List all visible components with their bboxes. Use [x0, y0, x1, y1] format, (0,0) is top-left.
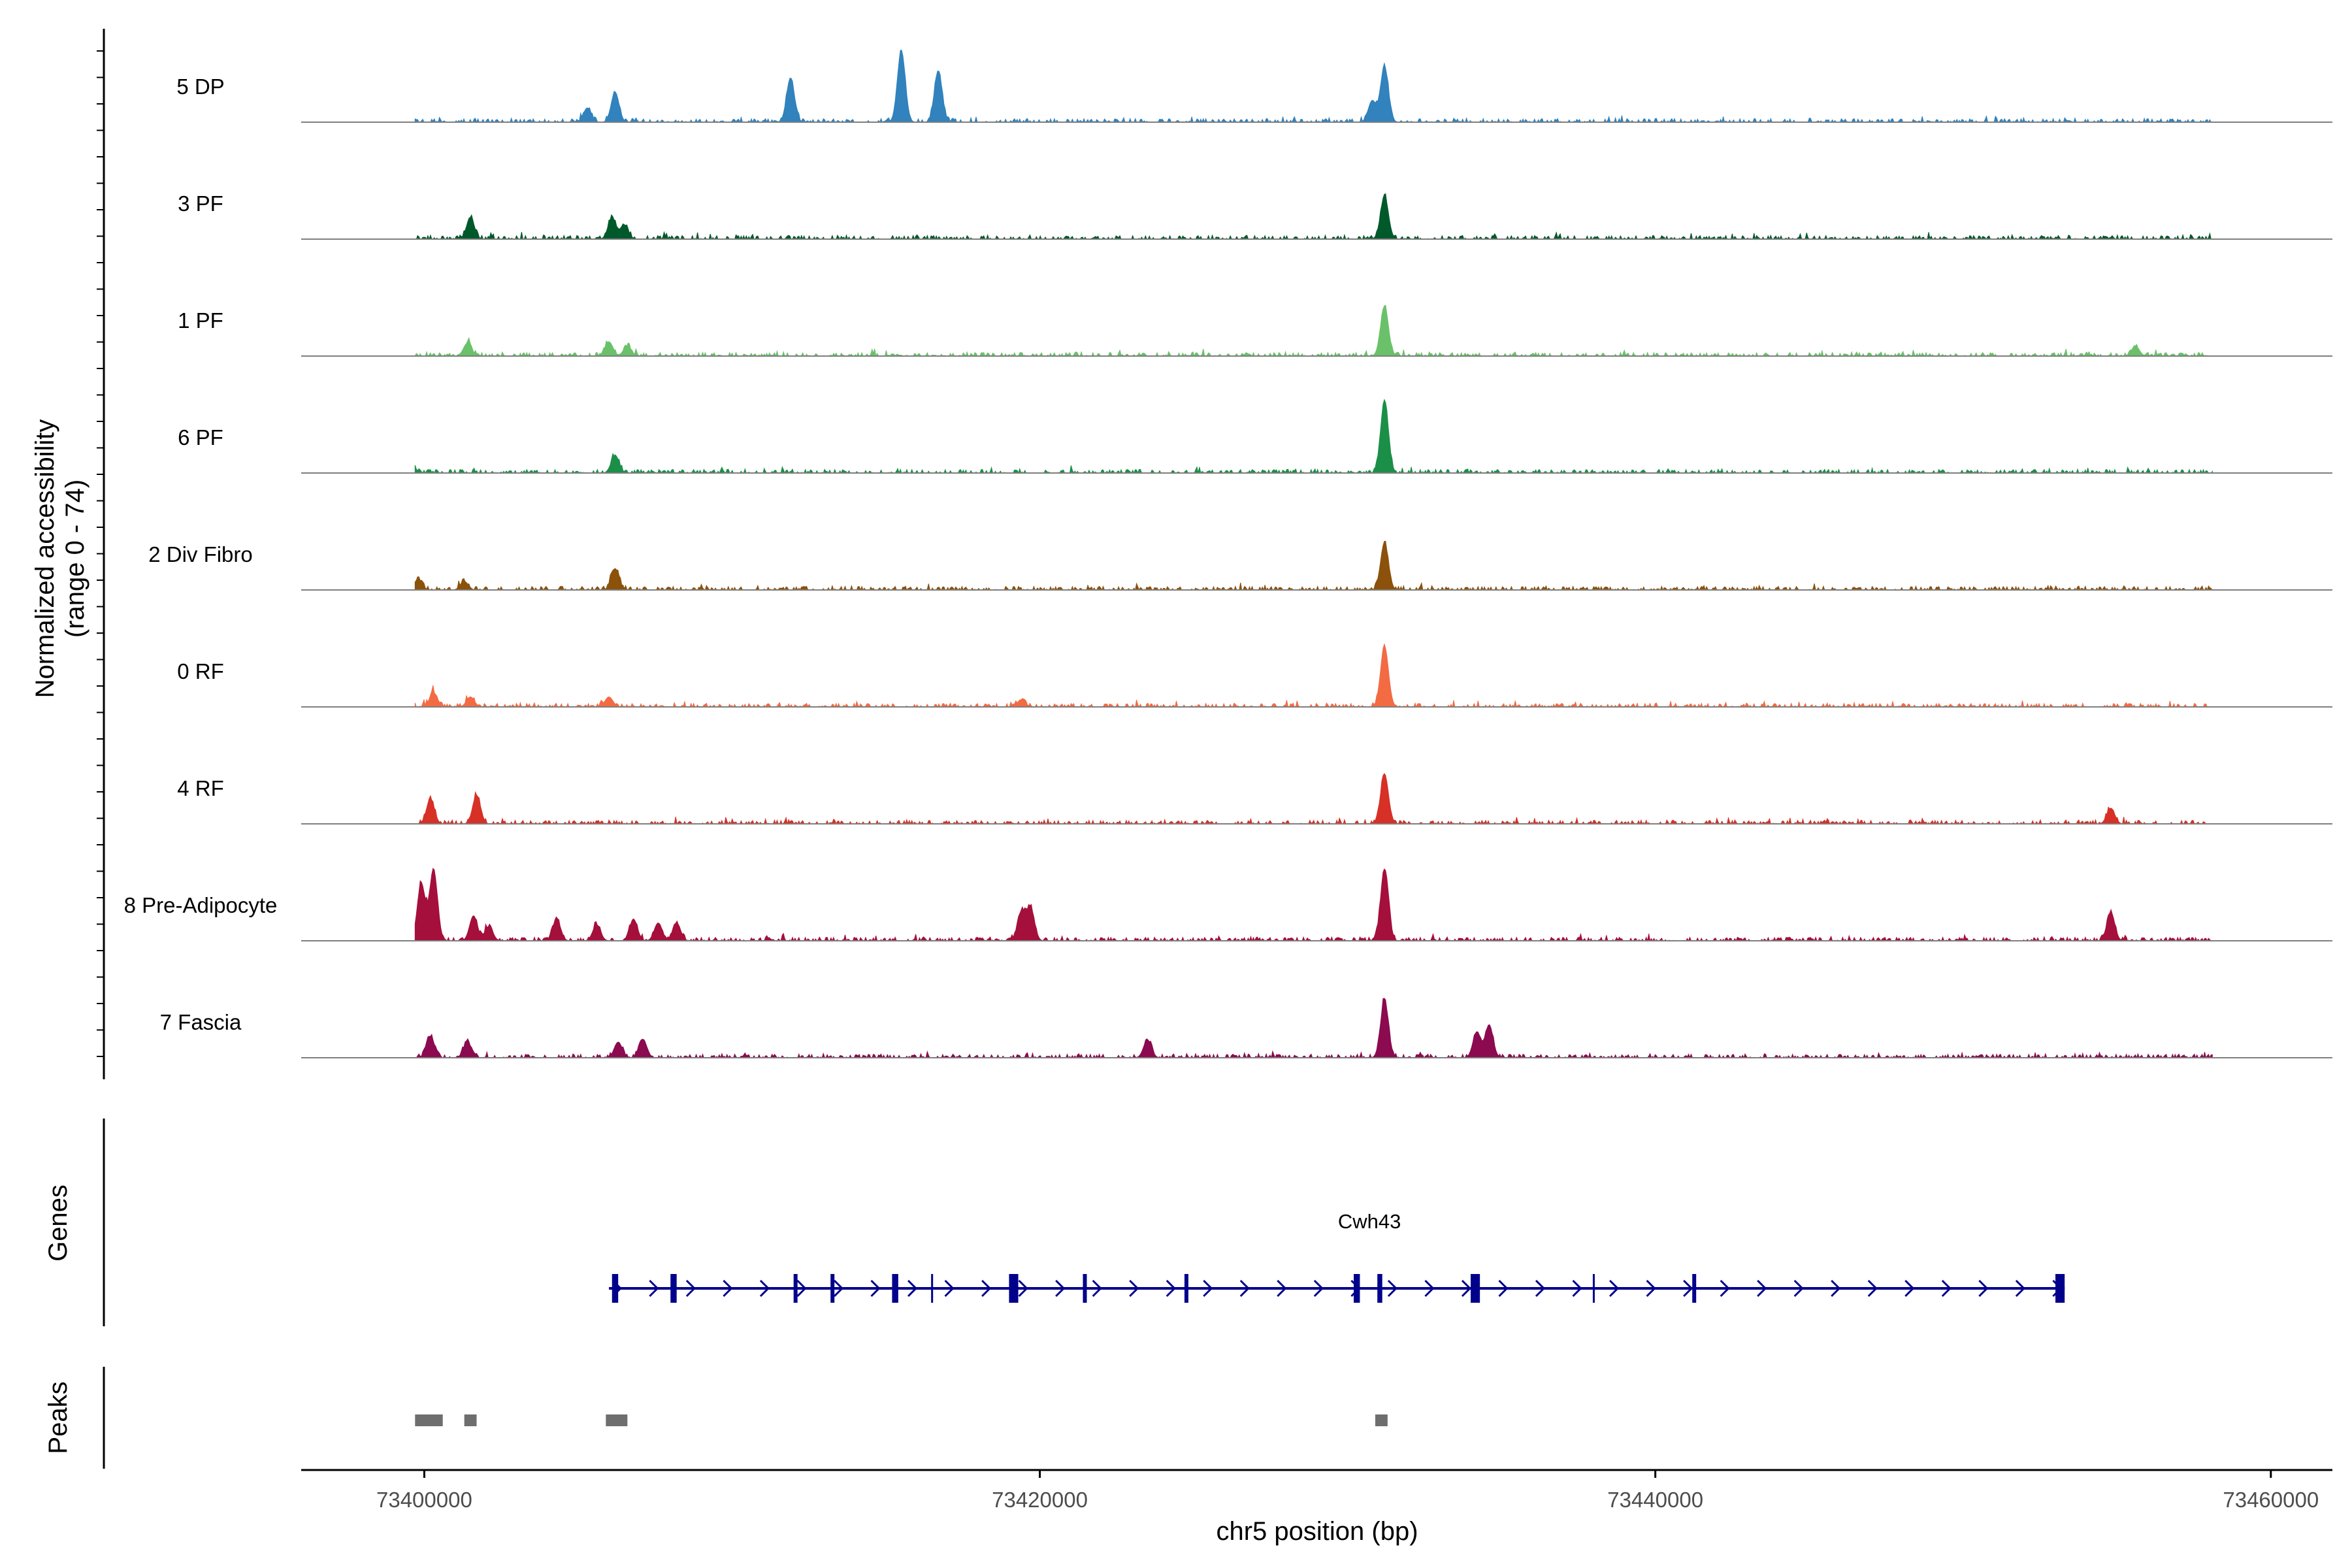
strand-arrow: [1793, 1279, 1804, 1298]
peak-region: [415, 1414, 443, 1426]
strand-arrow: [649, 1279, 659, 1298]
track-label: 1 PF: [178, 308, 223, 333]
x-tick-label: 73400000: [376, 1488, 472, 1512]
x-tick-label: 73420000: [992, 1488, 1088, 1512]
track-9: 7 Fascia: [160, 998, 2332, 1059]
strand-arrow: [1498, 1279, 1509, 1298]
y-axis-range-label: (range 0 - 74): [61, 480, 90, 638]
peak-region: [606, 1414, 628, 1426]
coverage-area: [414, 643, 2213, 708]
strand-arrow: [1904, 1279, 1915, 1298]
track-label: 8 Pre-Adipocyte: [124, 893, 278, 917]
exon: [892, 1274, 898, 1303]
track-8: 8 Pre-Adipocyte: [124, 868, 2332, 942]
track-label: 2 Div Fibro: [148, 542, 253, 566]
gene-track: Cwh43: [609, 1210, 2065, 1303]
track-panel-axis: [97, 29, 105, 1469]
strand-arrow: [1018, 1279, 1028, 1298]
strand-arrow: [723, 1279, 733, 1298]
strand-arrow: [1313, 1279, 1324, 1298]
coverage-area: [415, 193, 2213, 240]
strand-arrow: [1239, 1279, 1250, 1298]
coverage-area: [414, 399, 2213, 474]
coverage-area: [414, 540, 2213, 591]
genes-panel-label: Genes: [44, 1184, 73, 1262]
strand-arrow: [1277, 1279, 1287, 1298]
exon: [1378, 1274, 1382, 1303]
strand-arrow: [1166, 1279, 1176, 1298]
strand-arrow: [759, 1279, 770, 1298]
exon: [2055, 1274, 2065, 1303]
strand-arrow: [1055, 1279, 1066, 1298]
strand-arrow: [1941, 1279, 1952, 1298]
strand-arrow: [1203, 1279, 1213, 1298]
strand-arrow: [1535, 1279, 1546, 1298]
exon: [670, 1274, 677, 1303]
exon: [1184, 1274, 1188, 1303]
strand-arrow: [1757, 1279, 1767, 1298]
track-4: 6 PF: [178, 399, 2332, 474]
strand-arrow: [944, 1279, 955, 1298]
track-label: 0 RF: [177, 659, 224, 683]
track-label: 3 PF: [178, 191, 223, 216]
track-label: 7 Fascia: [160, 1010, 242, 1034]
track-label: 6 PF: [178, 425, 223, 449]
strand-arrow: [796, 1279, 807, 1298]
strand-arrow: [1387, 1279, 1398, 1298]
peak-region: [1375, 1414, 1388, 1426]
exon: [1083, 1274, 1087, 1303]
x-tick-label: 73460000: [2223, 1488, 2319, 1512]
exon: [1009, 1274, 1019, 1303]
y-axis-label: Normalized accessibility: [31, 419, 59, 698]
strand-arrow: [981, 1279, 992, 1298]
track-7: 4 RF: [177, 773, 2332, 825]
gene-name-label: Cwh43: [1338, 1210, 1401, 1233]
coverage-area: [415, 998, 2213, 1059]
strand-arrow: [1831, 1279, 1841, 1298]
coverage-area: [415, 773, 2213, 825]
strand-arrow: [1572, 1279, 1582, 1298]
track-label: 5 DP: [176, 74, 224, 99]
track-5: 2 Div Fibro: [148, 540, 2332, 591]
track-label: 4 RF: [177, 776, 224, 800]
strand-arrow: [1978, 1279, 1989, 1298]
coverage-area: [414, 50, 2213, 123]
strand-arrow: [1092, 1279, 1102, 1298]
peaks-panel-label: Peaks: [44, 1381, 73, 1454]
coverage-area: [414, 868, 2213, 942]
exon: [1692, 1274, 1697, 1303]
strand-arrow: [1609, 1279, 1620, 1298]
coverage-tracks: 5 DP 3 PF 1 PF 6 PF 2 Div Fibro 0 RF 4 RF 8 Pre…: [124, 50, 2332, 1059]
track-1: 5 DP: [176, 50, 2332, 123]
strand-arrow: [1867, 1279, 1878, 1298]
x-axis-label: chr5 position (bp): [1216, 1517, 1418, 1546]
exon: [1471, 1274, 1480, 1303]
x-axis-ticks: 73400000 73420000 73440000 73460000: [376, 1470, 2319, 1512]
track-3: 1 PF: [178, 304, 2332, 357]
exon: [612, 1274, 619, 1303]
peak-track: [415, 1414, 1388, 1426]
strand-arrow: [907, 1279, 918, 1298]
strand-arrow: [1683, 1279, 1693, 1298]
y-minor-ticks: [97, 50, 104, 1057]
track-6: 0 RF: [177, 643, 2332, 708]
strand-arrow: [1720, 1279, 1730, 1298]
peak-region: [464, 1414, 477, 1426]
exon: [1354, 1274, 1360, 1303]
strand-arrow: [1461, 1279, 1472, 1298]
strand-arrow: [2015, 1279, 2025, 1298]
strand-arrow: [833, 1279, 844, 1298]
strand-arrow: [685, 1279, 696, 1298]
exon: [793, 1274, 798, 1303]
strand-arrow: [1646, 1279, 1656, 1298]
strand-arrow: [1129, 1279, 1139, 1298]
x-tick-label: 73440000: [1607, 1488, 1703, 1512]
track-2: 3 PF: [178, 191, 2332, 240]
strand-arrow: [870, 1279, 881, 1298]
strand-arrow: [1424, 1279, 1435, 1298]
coverage-area: [414, 304, 2213, 357]
exon: [830, 1274, 835, 1303]
